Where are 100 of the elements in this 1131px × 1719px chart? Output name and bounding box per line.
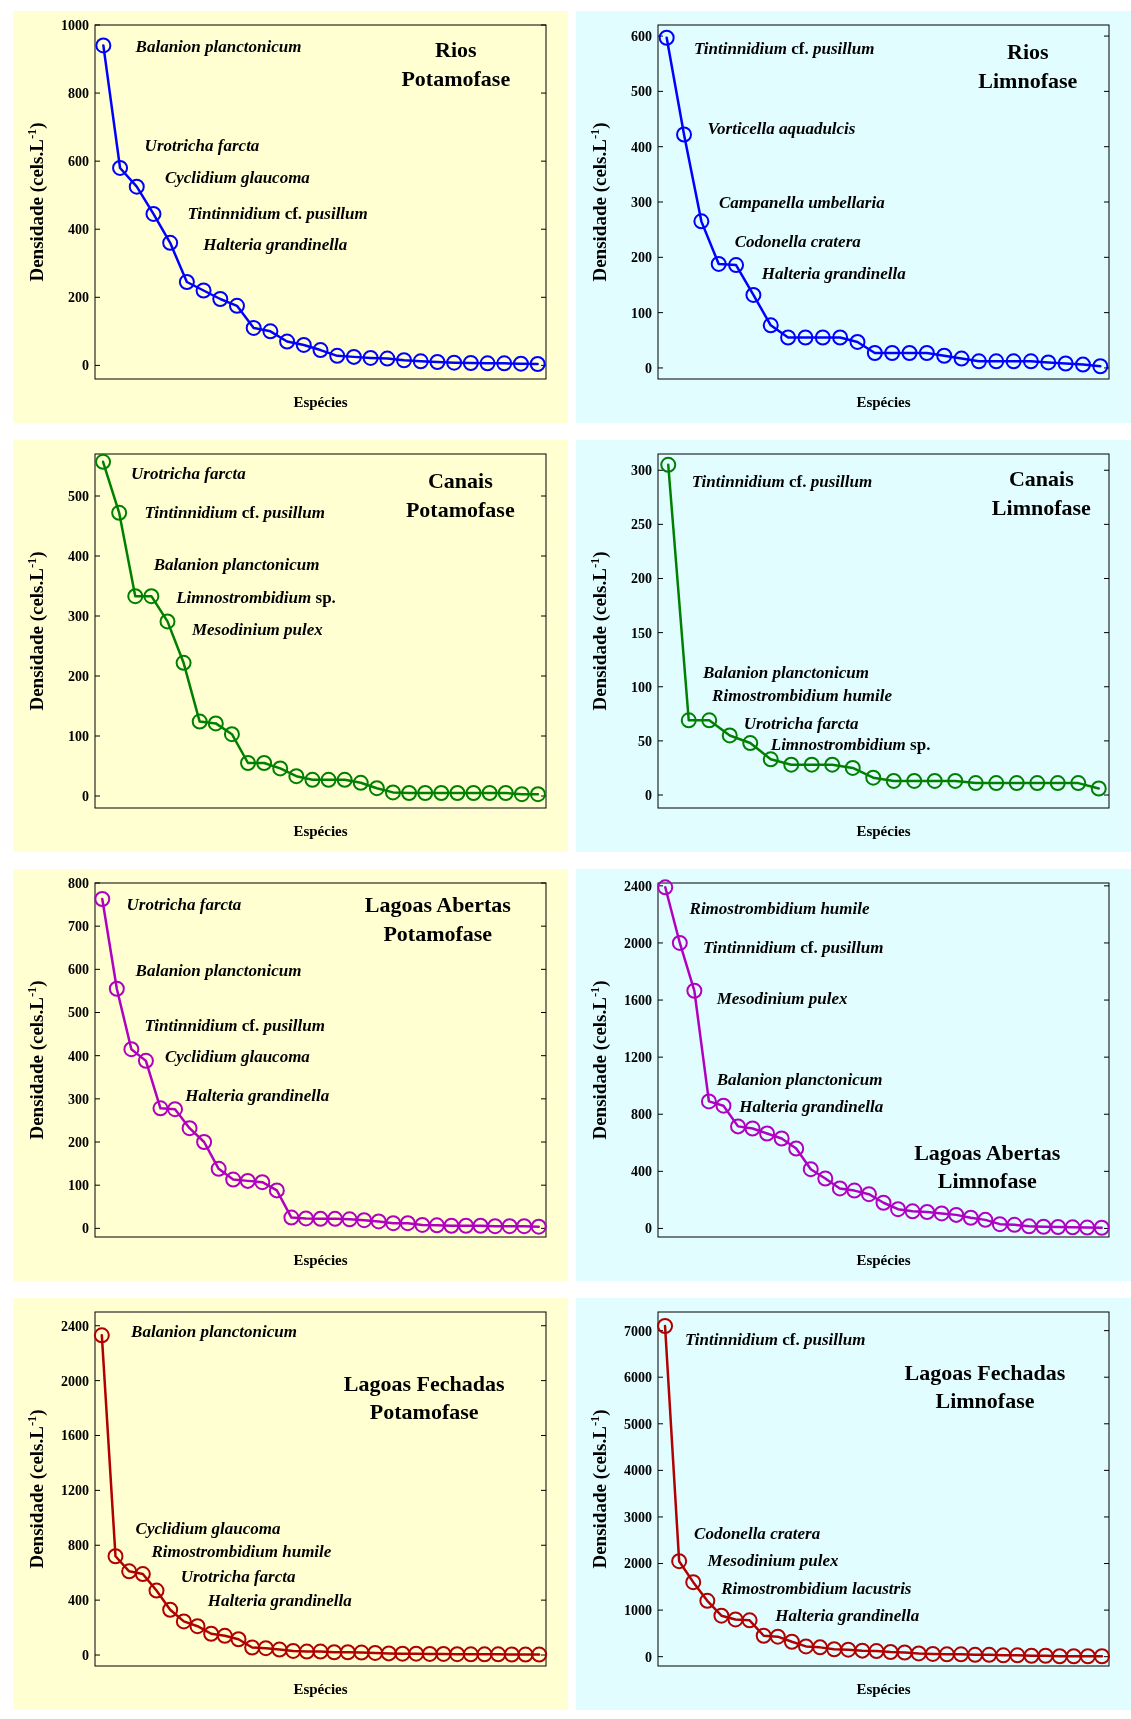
point bbox=[240, 755, 257, 771]
annotation: Halteria grandinella bbox=[202, 235, 348, 255]
point bbox=[1009, 1647, 1026, 1664]
point bbox=[926, 772, 943, 789]
point bbox=[988, 775, 1005, 792]
point bbox=[517, 1646, 534, 1663]
point bbox=[148, 1582, 165, 1599]
point bbox=[272, 760, 289, 777]
point bbox=[977, 1211, 994, 1228]
point bbox=[254, 1174, 271, 1191]
point bbox=[1040, 354, 1057, 371]
point bbox=[1093, 1648, 1110, 1665]
y-tick-label: 0 bbox=[82, 1647, 89, 1663]
point bbox=[962, 1209, 979, 1226]
y-tick-label: 400 bbox=[68, 222, 89, 238]
point bbox=[481, 785, 498, 801]
annotation: Halteria grandinella bbox=[184, 1086, 330, 1106]
point bbox=[660, 456, 677, 473]
point bbox=[94, 890, 111, 907]
annotation: Urotricha farcta bbox=[144, 136, 260, 156]
point bbox=[462, 355, 479, 371]
point bbox=[875, 1194, 892, 1211]
point bbox=[981, 1646, 998, 1663]
y-tick-label: 1600 bbox=[61, 1428, 89, 1444]
annotation: Rimostrombidium lacustris bbox=[720, 1579, 912, 1599]
y-tick-label: 100 bbox=[631, 679, 652, 695]
point bbox=[446, 354, 463, 371]
point bbox=[367, 1644, 384, 1661]
point bbox=[433, 785, 450, 801]
y-tick-label: 1600 bbox=[624, 992, 652, 1008]
x-axis-title: Espécies bbox=[293, 1681, 348, 1697]
point bbox=[803, 756, 820, 773]
point bbox=[840, 1641, 857, 1658]
y-tick-label: 0 bbox=[645, 360, 652, 376]
point bbox=[967, 1646, 984, 1663]
point bbox=[312, 1210, 329, 1227]
point bbox=[95, 37, 112, 54]
point bbox=[449, 785, 466, 801]
y-tick-label: 2000 bbox=[624, 935, 652, 951]
point bbox=[657, 1317, 674, 1334]
point bbox=[676, 126, 693, 143]
point bbox=[279, 333, 296, 350]
annotation: Halteria grandinella bbox=[774, 1605, 920, 1625]
point bbox=[721, 727, 738, 744]
y-tick-label: 1200 bbox=[624, 1050, 652, 1066]
point bbox=[516, 1218, 533, 1235]
point bbox=[1049, 775, 1066, 792]
point bbox=[713, 1607, 730, 1624]
point bbox=[866, 345, 883, 361]
annotation: Balanion planctonicum bbox=[134, 960, 302, 980]
text: Rios Potamofase bbox=[401, 37, 511, 92]
point bbox=[788, 1140, 805, 1157]
point bbox=[693, 213, 710, 230]
x-axis-title: Espécies bbox=[856, 823, 911, 839]
point bbox=[304, 771, 321, 788]
y-tick-label: 200 bbox=[631, 571, 652, 587]
annotation: Mesodinium pulex bbox=[706, 1550, 839, 1570]
point bbox=[1079, 1648, 1096, 1665]
point bbox=[283, 1209, 300, 1226]
point bbox=[1023, 1647, 1040, 1664]
point bbox=[686, 982, 703, 999]
point bbox=[257, 1640, 274, 1657]
point bbox=[910, 1645, 927, 1662]
point bbox=[868, 1643, 885, 1660]
point bbox=[112, 159, 129, 176]
point bbox=[988, 353, 1005, 370]
point bbox=[896, 1644, 913, 1661]
point bbox=[846, 1182, 863, 1199]
point bbox=[797, 1638, 814, 1655]
point bbox=[503, 1646, 520, 1663]
y-tick-label: 2400 bbox=[624, 878, 652, 894]
point bbox=[530, 1218, 547, 1235]
annotation: Tintinnidium cf. pusillum bbox=[144, 1015, 325, 1035]
y-tick-label: 0 bbox=[645, 1221, 652, 1237]
point bbox=[715, 1097, 732, 1114]
point bbox=[904, 1203, 921, 1220]
text: Canais Limnofase bbox=[991, 466, 1092, 521]
point bbox=[379, 350, 396, 367]
point bbox=[143, 588, 160, 605]
point bbox=[1022, 353, 1039, 370]
x-axis-title: Espécies bbox=[856, 1681, 911, 1697]
point bbox=[512, 355, 529, 372]
point bbox=[700, 1093, 717, 1110]
point bbox=[95, 453, 112, 470]
annotation: Cyclidium glaucoma bbox=[164, 1047, 311, 1067]
point bbox=[312, 1643, 329, 1660]
point bbox=[167, 1101, 184, 1118]
point bbox=[465, 785, 482, 801]
x-axis-title: Espécies bbox=[856, 1252, 911, 1268]
annotation: Urotricha farcta bbox=[126, 895, 242, 915]
point bbox=[298, 1643, 315, 1660]
point bbox=[948, 1206, 965, 1223]
point bbox=[1037, 1647, 1054, 1664]
annotation: Rimostrombidium humile bbox=[711, 685, 893, 705]
point bbox=[295, 336, 312, 353]
point bbox=[919, 1204, 936, 1221]
point bbox=[368, 780, 385, 797]
point bbox=[203, 1625, 220, 1642]
point bbox=[196, 1134, 213, 1151]
point bbox=[755, 1627, 772, 1644]
